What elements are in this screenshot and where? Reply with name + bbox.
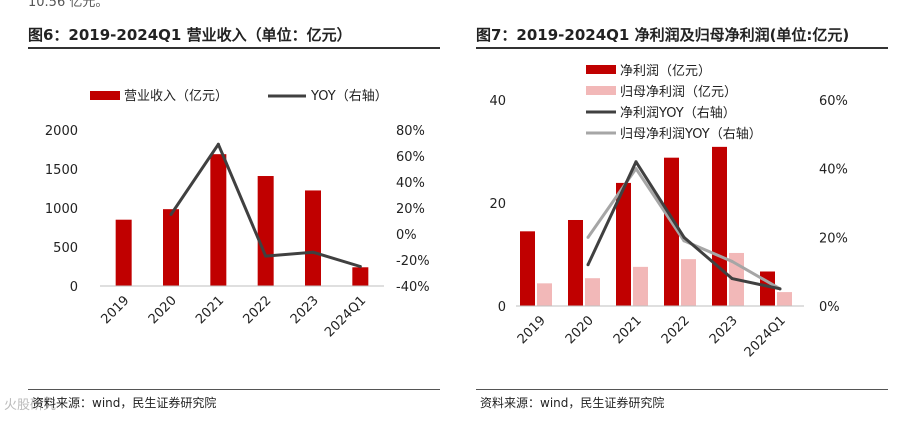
top-fragment-text: 10.56 亿元。 bbox=[28, 0, 109, 10]
legend-swatch-parent-profit bbox=[586, 86, 616, 95]
y-right-tick-label: 60% bbox=[819, 94, 848, 109]
right-panel-rule bbox=[476, 47, 888, 49]
net-yoy-line-point bbox=[634, 160, 638, 164]
y-left-tick-label: 40 bbox=[489, 94, 506, 109]
left-panel-title: 图6：2019-2024Q1 营业收入（单位：亿元） bbox=[28, 26, 352, 44]
parent-profit-bar bbox=[537, 283, 552, 306]
x-tick-label: 2021 bbox=[611, 313, 645, 347]
y-left-tick-label: 1000 bbox=[45, 202, 78, 217]
y-right-tick-label: -20% bbox=[396, 254, 430, 269]
parent-yoy-line-point bbox=[586, 235, 590, 239]
legend-label-revenue: 营业收入（亿元） bbox=[124, 89, 228, 104]
right-panel-foot-rule bbox=[476, 389, 888, 390]
parent-profit-bar bbox=[681, 259, 696, 306]
revenue-bar bbox=[257, 176, 274, 286]
y-right-tick-label: 20% bbox=[819, 231, 848, 246]
net-profit-bar bbox=[616, 182, 631, 306]
x-tick-label: 2019 bbox=[98, 293, 132, 327]
x-tick-label: 2020 bbox=[563, 313, 597, 347]
y-right-tick-label: 40% bbox=[396, 176, 425, 191]
legend-label-net-yoy: 净利润YOY（右轴） bbox=[620, 106, 736, 121]
yoy-point bbox=[311, 250, 315, 254]
x-tick-label: 2024Q1 bbox=[322, 293, 369, 340]
net-profit-bar bbox=[568, 219, 583, 306]
x-tick-label: 2024Q1 bbox=[742, 313, 789, 360]
revenue-bar bbox=[210, 154, 227, 286]
revenue-bar bbox=[115, 219, 132, 286]
y-right-tick-label: 0% bbox=[396, 228, 417, 243]
y-left-tick-label: 0 bbox=[70, 280, 78, 295]
parent-yoy-line-point bbox=[634, 167, 638, 171]
left-panel-foot-rule bbox=[28, 389, 440, 390]
x-tick-label: 2023 bbox=[707, 313, 741, 347]
right-source-note: 资料来源：wind，民生证券研究院 bbox=[480, 396, 665, 410]
legend-label-parent-yoy: 归母净利润YOY（右轴） bbox=[620, 127, 762, 142]
net-yoy-line-point bbox=[730, 277, 734, 281]
net-yoy-line-point bbox=[682, 235, 686, 239]
yoy-point bbox=[216, 142, 220, 146]
x-tick-label: 2019 bbox=[515, 313, 549, 347]
parent-profit-bar bbox=[777, 292, 792, 306]
right-panel-title: 图7：2019-2024Q1 净利润及归母净利润(单位:亿元) bbox=[476, 26, 850, 44]
legend-label-yoy: YOY（右轴） bbox=[310, 89, 388, 104]
yoy-point bbox=[264, 254, 268, 258]
net-yoy-line-point bbox=[586, 263, 590, 267]
parent-profit-bar bbox=[633, 266, 648, 306]
y-right-tick-label: 0% bbox=[819, 300, 840, 315]
legend-swatch-net-profit bbox=[586, 65, 616, 74]
x-tick-label: 2022 bbox=[240, 293, 274, 327]
y-right-tick-label: 80% bbox=[396, 124, 425, 139]
revenue-bar bbox=[305, 190, 321, 286]
revenue-bar bbox=[352, 267, 369, 286]
revenue-bar bbox=[163, 209, 179, 286]
y-left-tick-label: 0 bbox=[498, 300, 506, 315]
y-left-tick-label: 20 bbox=[489, 197, 506, 212]
parent-yoy-line-point bbox=[730, 259, 734, 263]
left-source-note: 资料来源：wind，民生证券研究院 bbox=[32, 396, 217, 410]
parent-yoy-line-point bbox=[682, 239, 686, 243]
x-tick-label: 2022 bbox=[659, 313, 693, 347]
y-right-tick-label: 60% bbox=[396, 150, 425, 165]
net-profit-bar bbox=[664, 157, 679, 306]
y-right-tick-label: 20% bbox=[396, 202, 425, 217]
yoy-point bbox=[169, 213, 173, 216]
x-tick-label: 2023 bbox=[288, 293, 322, 327]
y-left-tick-label: 500 bbox=[53, 241, 78, 256]
x-tick-label: 2021 bbox=[193, 293, 227, 327]
revenue-chart: 营业收入（亿元） YOY（右轴） 0 500 1000 1500 2000 -40% -20% 0… bbox=[45, 89, 430, 340]
net-profit-bar bbox=[712, 146, 727, 306]
left-panel-rule bbox=[28, 47, 440, 49]
x-tick-label: 2020 bbox=[146, 293, 180, 327]
legend-label-parent-profit: 归母净利润（亿元） bbox=[620, 85, 737, 100]
y-left-tick-label: 1500 bbox=[45, 163, 78, 178]
profit-chart: 净利润（亿元）归母净利润（亿元）净利润YOY（右轴）归母净利润YOY（右轴）02… bbox=[489, 64, 848, 360]
legend-swatch-revenue bbox=[90, 91, 120, 100]
watermark-text: 火股研究 bbox=[4, 398, 57, 413]
y-left-tick-label: 2000 bbox=[45, 124, 78, 139]
legend-label-net-profit: 净利润（亿元） bbox=[620, 64, 711, 79]
yoy-point bbox=[358, 265, 362, 268]
parent-profit-bar bbox=[585, 278, 600, 306]
net-yoy-line-point bbox=[778, 287, 782, 291]
y-right-tick-label: -40% bbox=[396, 280, 430, 295]
y-right-tick-label: 40% bbox=[819, 163, 848, 178]
net-profit-bar bbox=[520, 231, 535, 306]
